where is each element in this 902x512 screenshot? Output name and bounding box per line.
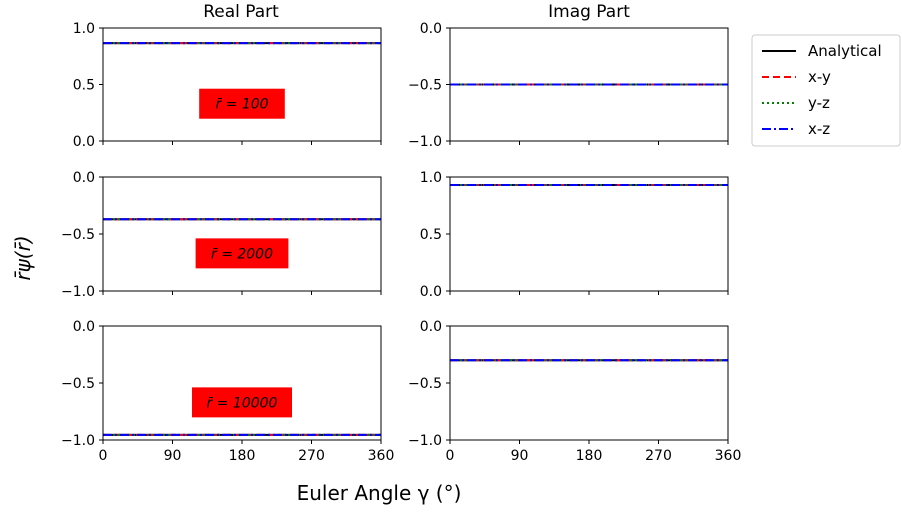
x-tick-label: 270: [298, 448, 325, 464]
legend-frame: [751, 34, 901, 147]
x-tick-label: 180: [229, 448, 256, 464]
y-tick-label: −0.5: [408, 376, 442, 392]
y-tick-label: −1.0: [61, 284, 95, 300]
legend: Analytical x-y y-z x-z: [751, 34, 901, 147]
y-tick-label: 0.0: [420, 319, 442, 335]
annotation-label: r̄ = 10000: [207, 395, 278, 411]
annotation-label: r̄ = 100: [215, 97, 268, 113]
legend-label: x-z: [808, 120, 830, 138]
legend-label: y-z: [808, 94, 830, 112]
y-tick-label: 0.0: [73, 134, 95, 150]
y-axis-label: r̄ψ(r̄): [11, 235, 35, 280]
legend-item: x-y: [762, 68, 831, 86]
x-tick-label: 0: [446, 448, 455, 464]
x-tick-label: 180: [576, 448, 603, 464]
x-tick-label: 90: [511, 448, 529, 464]
legend-item: Analytical: [762, 42, 882, 60]
y-tick-label: 0.5: [420, 227, 442, 243]
annotation-label: r̄ = 2000: [211, 246, 273, 262]
axes-frame: [449, 325, 729, 441]
subplot-row1-real: 0.0 0.5 1.0 r̄ = 100: [73, 21, 382, 150]
annotation-box: [199, 88, 285, 119]
col-title-imag: Imag Part: [548, 2, 630, 22]
axes-frame: [102, 176, 382, 292]
x-tick-label: 270: [645, 448, 672, 464]
subplot-grid: 0.0 0.5 1.0 r̄ = 100 −1.0 −0.5 0.0 −1.0 −0.5 0.0 r…: [61, 21, 741, 464]
y-tick-label: 0.0: [73, 170, 95, 186]
axes-frame: [102, 325, 382, 441]
y-tick-label: −1.0: [408, 134, 442, 150]
x-tick-label: 0: [99, 448, 108, 464]
x-tick-label: 360: [715, 448, 742, 464]
y-tick-label: −0.5: [61, 227, 95, 243]
subplot-row2-real: −1.0 −0.5 0.0 r̄ = 2000: [61, 170, 382, 300]
y-tick-label: −1.0: [408, 433, 442, 449]
legend-item: x-z: [762, 120, 830, 138]
annotation-box: [192, 387, 292, 418]
y-tick-label: 0.0: [73, 319, 95, 335]
x-tick-label: 90: [164, 448, 182, 464]
legend-item: y-z: [762, 94, 830, 112]
axes-frame: [449, 176, 729, 292]
y-tick-label: −0.5: [61, 376, 95, 392]
y-tick-label: −1.0: [61, 433, 95, 449]
x-axis-label: Euler Angle γ (°): [297, 481, 462, 505]
subplot-row3-imag: −1.0 −0.5 0.0 0 90 180 270 360: [408, 319, 741, 464]
subplot-row1-imag: −1.0 −0.5 0.0: [408, 21, 729, 150]
axes-frame: [102, 27, 382, 142]
y-tick-label: 1.0: [73, 21, 95, 37]
annotation-box: [195, 238, 289, 269]
subplot-row3-real: −1.0 −0.5 0.0 0 90 180 270 360 r̄ = 10000: [61, 319, 394, 464]
y-tick-label: 0.0: [420, 21, 442, 37]
y-tick-label: −0.5: [408, 78, 442, 94]
y-tick-label: 0.5: [73, 78, 95, 94]
legend-label: Analytical: [808, 42, 882, 60]
y-tick-label: 1.0: [420, 170, 442, 186]
y-tick-label: 0.0: [420, 284, 442, 300]
axes-frame: [449, 27, 729, 142]
col-title-real: Real Part: [203, 2, 279, 22]
x-tick-label: 360: [368, 448, 395, 464]
legend-label: x-y: [808, 68, 831, 86]
subplot-row2-imag: 0.0 0.5 1.0: [420, 170, 729, 300]
